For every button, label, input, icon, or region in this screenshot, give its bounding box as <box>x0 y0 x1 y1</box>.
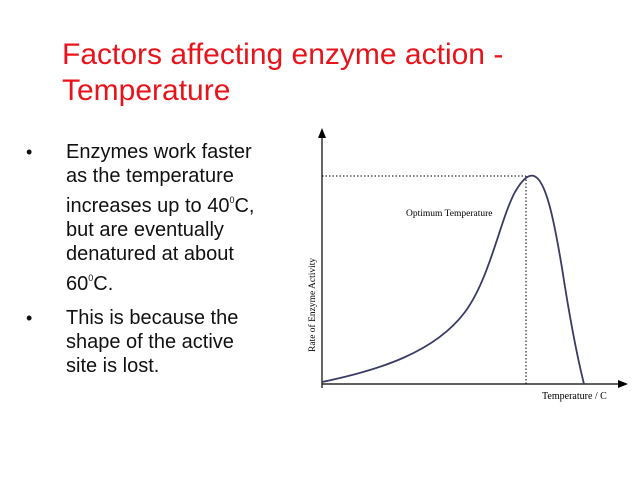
bullet-line: Enzymes work faster <box>66 141 252 163</box>
bullet-text: 60 <box>66 273 89 295</box>
bullet-line: shape of the active <box>66 331 234 353</box>
bullet-text: C, <box>234 195 255 217</box>
bullet-text: increases up to 40 <box>66 195 230 217</box>
y-axis-arrowhead <box>318 128 326 138</box>
bullet-line: as the temperature <box>66 165 234 187</box>
bullet-icon: • <box>26 308 33 328</box>
bullet-text: C. <box>93 273 114 295</box>
degree-superscript: 0 <box>229 195 235 205</box>
bullet-list: • Enzymes work faster as the temperature… <box>26 140 306 388</box>
y-axis-label: Rate of Enzyme Activity <box>307 258 318 352</box>
bullet-line: but are eventually <box>66 219 224 241</box>
optimum-temperature-label: Optimum Temperature <box>406 209 492 219</box>
enzyme-activity-curve <box>321 174 585 385</box>
x-axis-arrowhead <box>618 380 628 388</box>
degree-superscript: 0 <box>88 273 94 283</box>
bullet-line: site is lost. <box>66 355 160 377</box>
slide-title: Factors affecting enzyme action - Temper… <box>62 38 504 107</box>
bullet-line: denatured at about <box>66 243 234 265</box>
bullet-icon: • <box>26 142 33 162</box>
bullet-item-2: • This is because the shape of the activ… <box>26 306 306 378</box>
temperature-activity-graph: Optimum Temperature Temperature / C Rate… <box>307 128 628 402</box>
bullet-line-with-degree: increases up to 400C, <box>66 188 306 218</box>
x-axis-label: Temperature / C <box>542 391 607 402</box>
bullet-item-1: • Enzymes work faster as the temperature… <box>26 140 306 296</box>
bullet-line-with-degree: 600C. <box>66 266 306 296</box>
bullet-line: This is because the <box>66 307 239 329</box>
